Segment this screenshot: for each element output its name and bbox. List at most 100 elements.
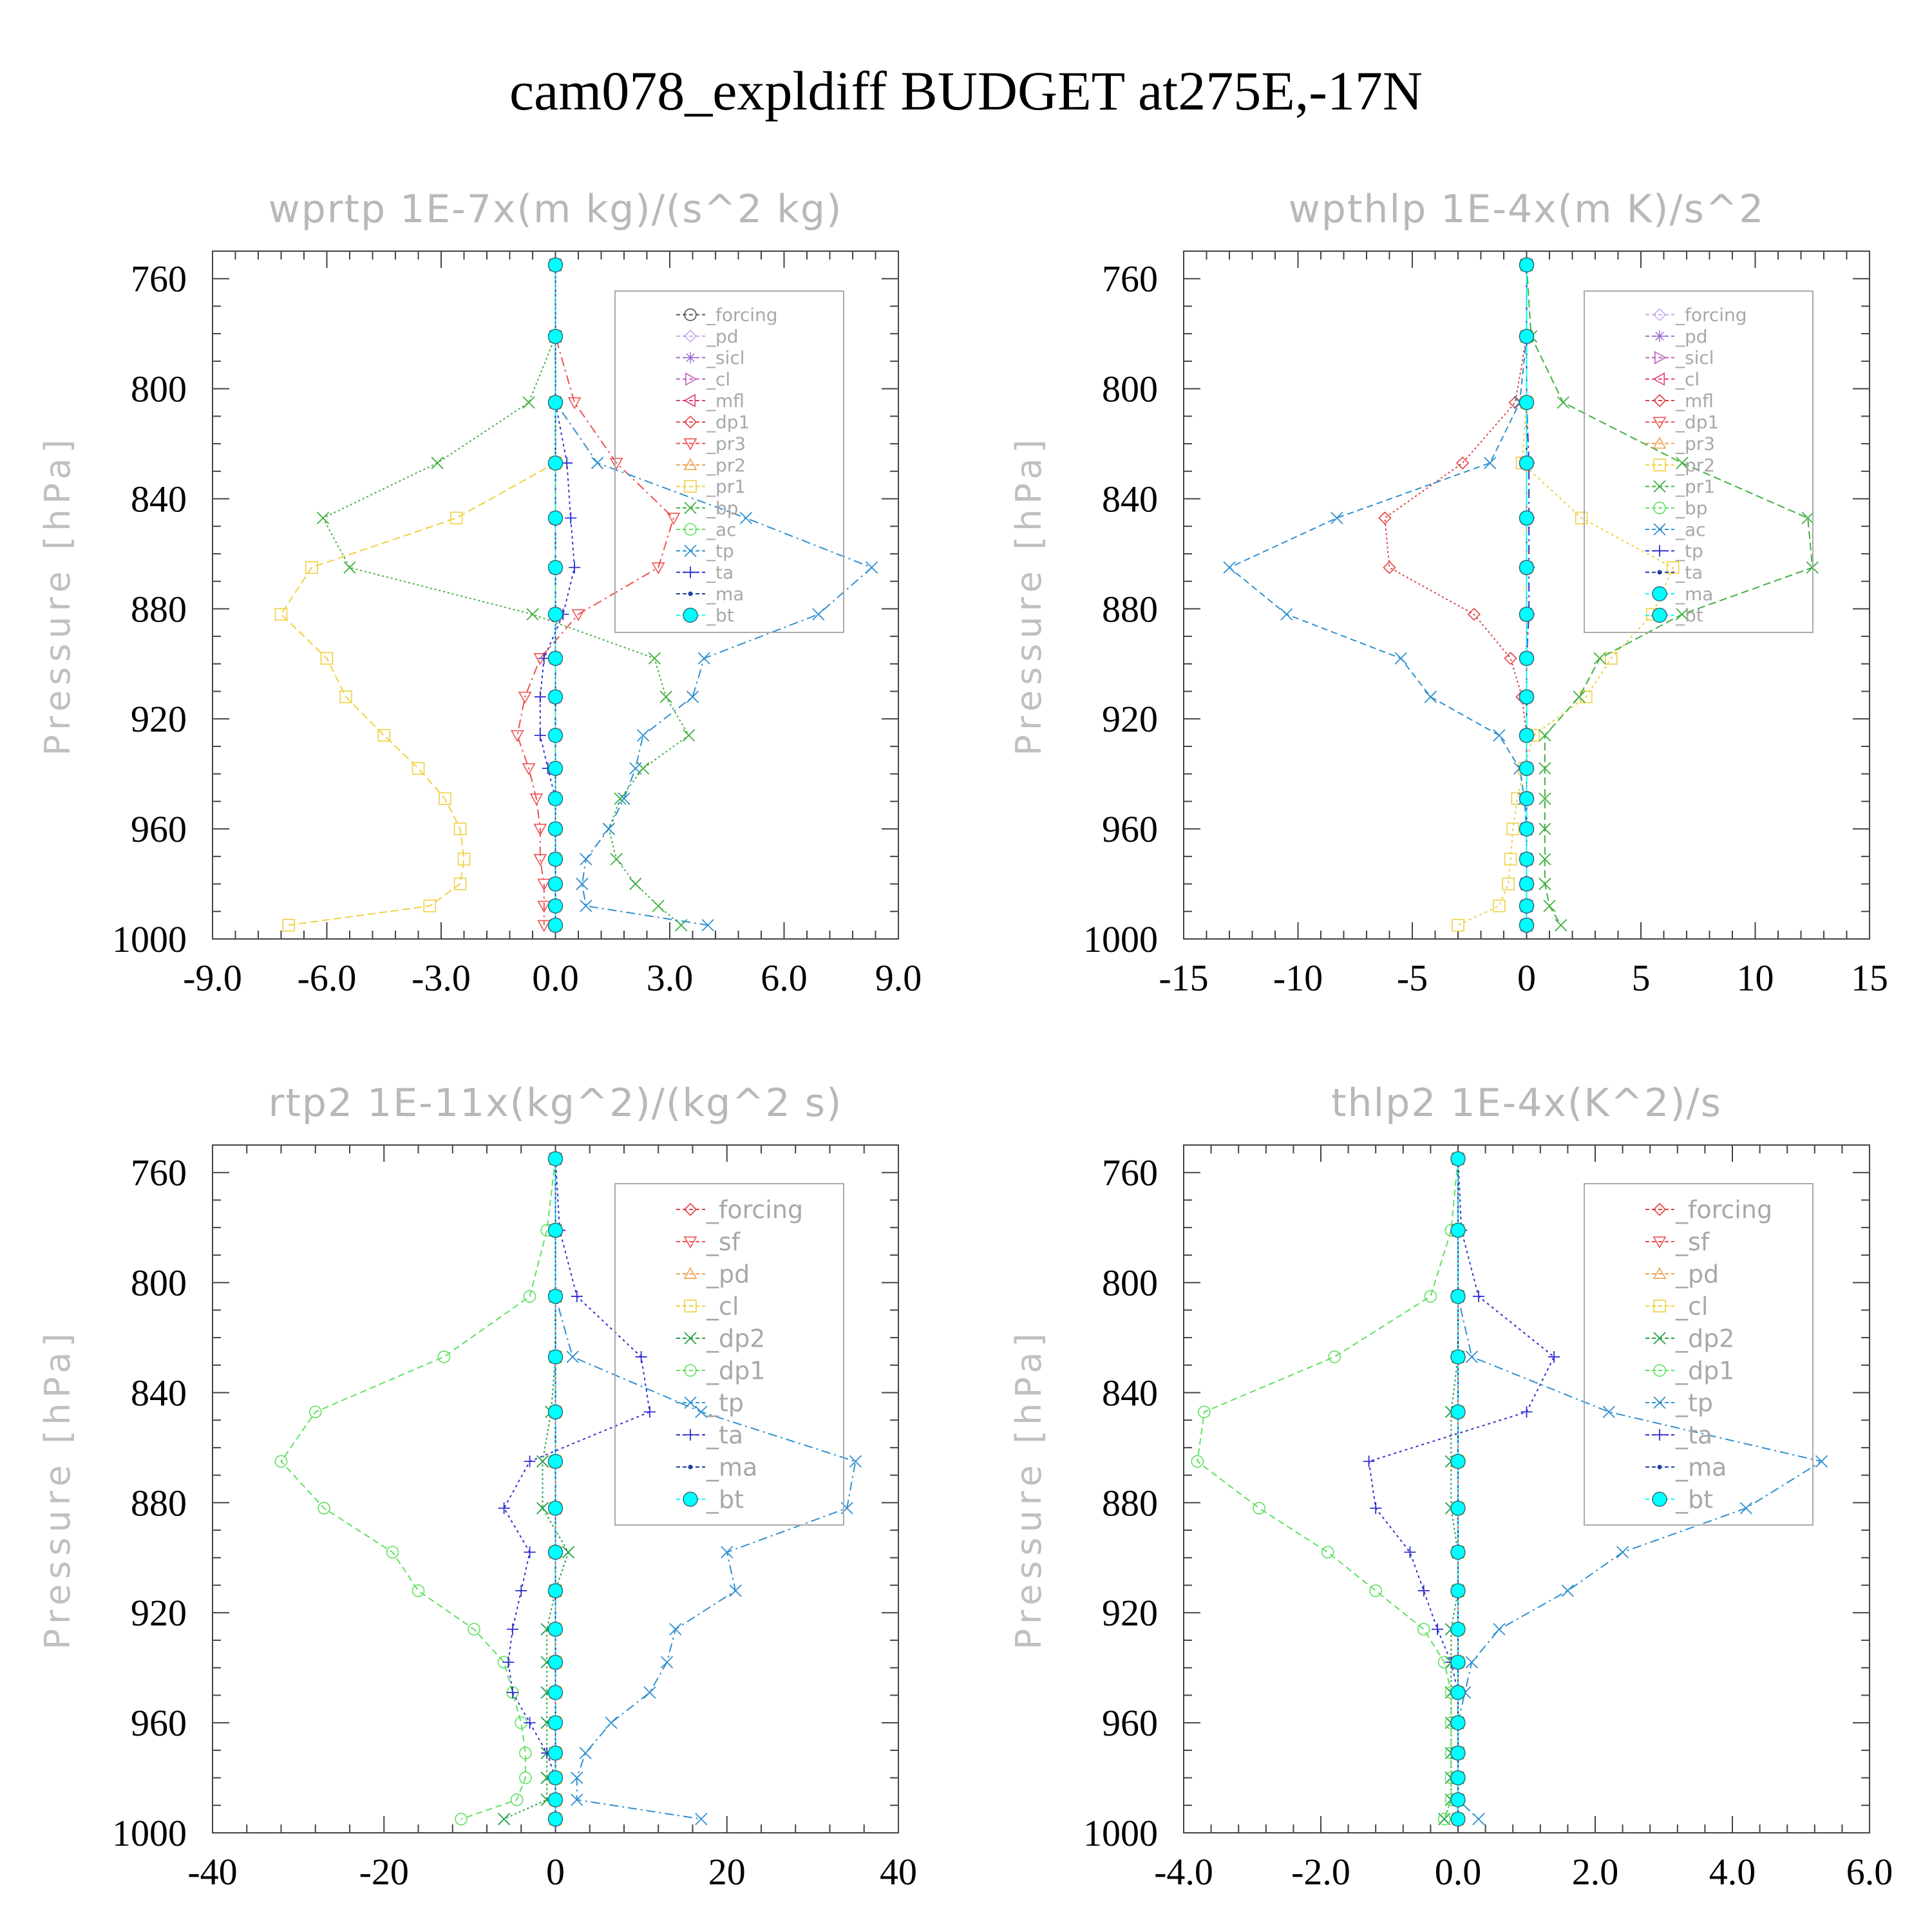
- data-point: [1450, 1544, 1466, 1560]
- data-point: [695, 1813, 708, 1826]
- legend-marker: [1653, 459, 1666, 471]
- data-point: [579, 1747, 592, 1759]
- legend-label: _dp1: [706, 412, 750, 433]
- y-tick-label: 840: [1102, 1372, 1158, 1414]
- legend-label: _bp: [706, 497, 739, 518]
- data-point: [524, 1546, 536, 1558]
- data-point: [566, 1350, 579, 1363]
- data-point: [1432, 1623, 1444, 1635]
- legend-marker: [1653, 1396, 1666, 1409]
- data-point: [547, 1622, 564, 1637]
- data-point: [1519, 791, 1535, 806]
- series-line: [554, 265, 873, 926]
- legend-item: _forcing: [676, 304, 778, 325]
- data-point: [571, 1794, 583, 1806]
- data-point: [1575, 511, 1588, 525]
- legend-marker: [685, 352, 696, 364]
- data-point: [1394, 652, 1407, 665]
- legend-label: _mfl: [706, 390, 744, 412]
- panel-title: thlp2 1E-4x(K^2)/s: [1331, 1081, 1722, 1126]
- y-tick-label: 920: [1102, 698, 1158, 740]
- legend-marker: [683, 415, 697, 429]
- legend-label: _mfl: [1675, 390, 1714, 412]
- data-point: [1502, 877, 1515, 891]
- legend-marker: [684, 1396, 697, 1409]
- legend-item: _pd: [1645, 1260, 1719, 1288]
- x-tick-label: -9.0: [183, 957, 242, 999]
- legend-label: _cl: [706, 1292, 739, 1320]
- legend-marker: [1657, 570, 1662, 575]
- data-point: [840, 1502, 853, 1515]
- x-tick-label: -2.0: [1291, 1851, 1350, 1893]
- y-tick-label: 760: [1102, 258, 1158, 300]
- legend-label: _pr2: [706, 455, 746, 476]
- data-point: [537, 920, 551, 933]
- y-tick-label: 880: [131, 1482, 187, 1524]
- legend-item: _ta: [676, 1421, 743, 1449]
- series-line: [1457, 1159, 1823, 1820]
- data-point: [576, 877, 589, 891]
- legend-marker: [1653, 1300, 1666, 1312]
- legend-marker: [685, 372, 697, 386]
- legend-label: _sicl: [706, 347, 745, 368]
- legend-label: _ac: [1675, 519, 1706, 540]
- legend-marker: [683, 1492, 698, 1507]
- legend-label: _ta: [1675, 1421, 1712, 1449]
- data-point: [526, 608, 539, 621]
- data-point: [1383, 561, 1396, 574]
- legend-marker: [683, 1202, 697, 1217]
- data-point: [339, 690, 352, 703]
- data-point: [1450, 1454, 1466, 1470]
- data-point: [547, 510, 564, 526]
- data-point: [523, 1290, 536, 1303]
- x-tick-label: -6.0: [298, 957, 357, 999]
- series-bt: [547, 257, 564, 933]
- data-point: [308, 1405, 322, 1419]
- data-point: [849, 1455, 862, 1468]
- x-tick-label: 20: [708, 1851, 746, 1893]
- data-point: [1539, 822, 1551, 835]
- chart-panel-4: thlp2 1E-4x(K^2)/s Pressure [hPa] 760 800 84…: [1009, 1081, 1893, 1893]
- legend-label: _dp1: [1675, 1356, 1734, 1385]
- chart-panels: wprtp 1E-7x(m kg)/(s^2 kg) Pressure [hPa]…: [37, 187, 1893, 1893]
- data-point: [1557, 396, 1569, 409]
- data-point: [569, 562, 581, 574]
- legend-marker: [684, 1364, 697, 1377]
- y-tick-label: 840: [131, 478, 187, 520]
- data-point: [1450, 1349, 1466, 1365]
- legend-item: _bt: [676, 605, 734, 626]
- legend-label: _bt: [706, 1485, 744, 1513]
- data-point: [629, 877, 642, 891]
- legend-item: _ma: [676, 583, 744, 605]
- data-point: [547, 728, 564, 743]
- legend-item: _pr3: [1645, 433, 1715, 454]
- data-point: [1539, 729, 1551, 742]
- series-bt: [1450, 1151, 1466, 1827]
- data-point: [1539, 853, 1551, 866]
- legend-item: _forcing: [1645, 1195, 1772, 1224]
- legend-item: _tp: [1645, 1388, 1713, 1417]
- data-point: [423, 899, 437, 913]
- data-point: [537, 900, 551, 913]
- legend-box: [614, 1183, 844, 1526]
- series-line: [554, 1159, 857, 1820]
- data-point: [547, 1454, 564, 1470]
- panel-title: rtp2 1E-11x(kg^2)/(kg^2 s): [269, 1081, 843, 1126]
- x-tick-label: 9.0: [875, 957, 922, 999]
- data-point: [1561, 1584, 1575, 1597]
- data-point: [1378, 511, 1392, 525]
- data-point: [453, 877, 467, 891]
- data-point: [316, 511, 330, 525]
- data-point: [602, 822, 615, 835]
- data-point: [1519, 917, 1535, 933]
- series-pr3: [510, 260, 681, 933]
- data-point: [1452, 918, 1464, 932]
- legend-label: _ta: [706, 1421, 743, 1449]
- legend-item: _bp: [676, 497, 739, 518]
- legend-marker: [1654, 545, 1665, 557]
- legend-label: _bt: [1675, 605, 1703, 626]
- legend-item: _sicl: [676, 347, 745, 368]
- legend-item: _tp: [676, 540, 734, 562]
- plot-frame: [1183, 1144, 1870, 1833]
